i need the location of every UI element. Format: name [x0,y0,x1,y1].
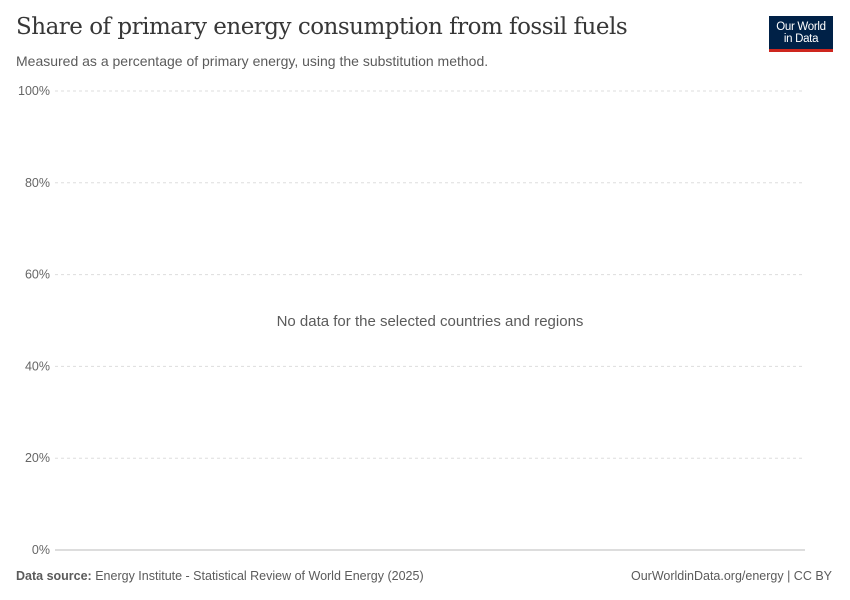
y-tick-label: 60% [25,268,50,282]
y-tick-label: 20% [25,451,50,465]
chart-title: Share of primary energy consumption from… [16,14,628,40]
y-tick-label: 80% [25,176,50,190]
footer-url[interactable]: OurWorldinData.org/energy | CC BY [630,569,832,583]
data-source: Data source: Energy Institute - Statisti… [16,569,424,583]
source-text[interactable]: Energy Institute - Statistical Review of… [95,569,424,583]
logo-line-2: in Data [783,32,819,45]
y-tick-label: 40% [25,359,50,373]
owid-logo[interactable]: Our World in Data [769,16,833,52]
chart-subtitle: Measured as a percentage of primary ener… [16,53,489,69]
no-data-message: No data for the selected countries and r… [277,313,584,330]
logo-line-1: Our World [776,20,826,33]
y-tick-label: 100% [18,84,50,98]
source-label: Data source: [16,569,92,583]
y-tick-label: 0% [32,543,50,557]
